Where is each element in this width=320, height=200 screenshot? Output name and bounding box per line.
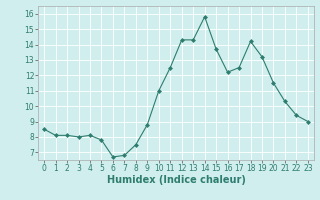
X-axis label: Humidex (Indice chaleur): Humidex (Indice chaleur) [107,175,245,185]
